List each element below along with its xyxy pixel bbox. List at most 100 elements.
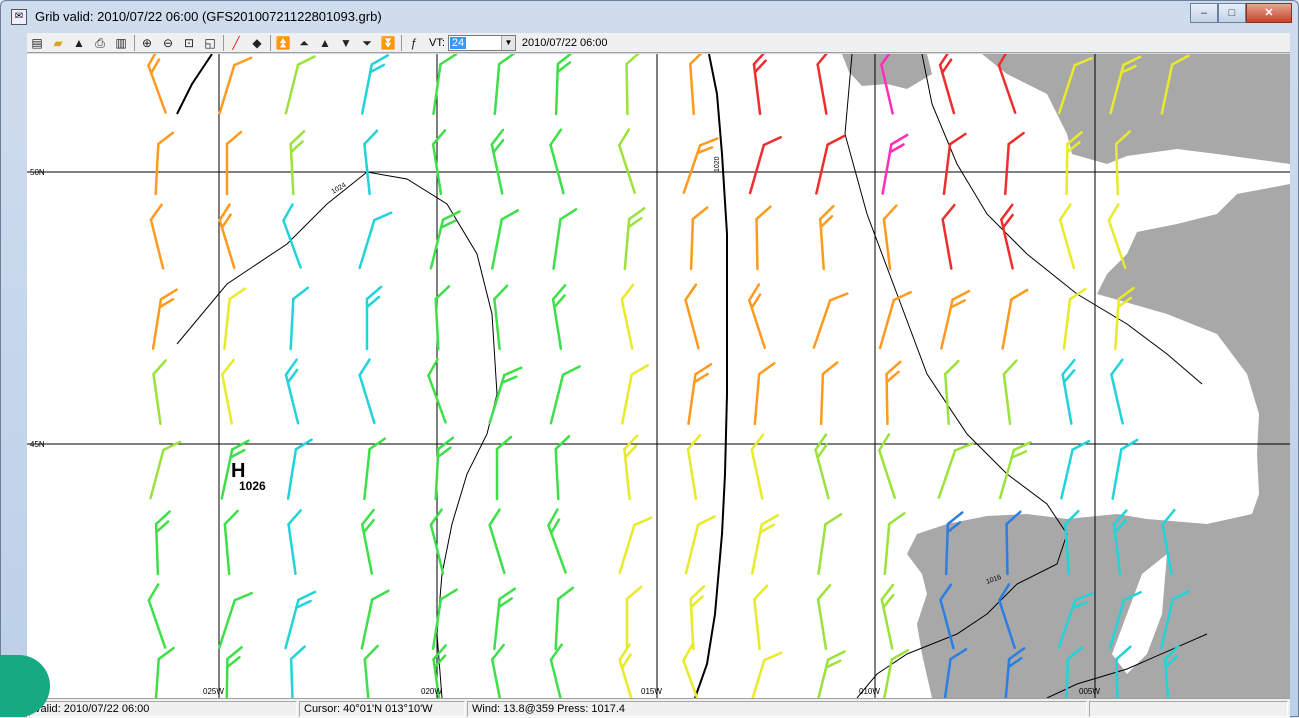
wind-barb-feather <box>816 54 831 66</box>
next-fast-icon[interactable]: ⏷ <box>362 35 372 50</box>
wind-barb <box>358 358 376 425</box>
open-folder-icon[interactable]: ▰ <box>53 35 63 50</box>
wind-barb <box>1062 287 1087 351</box>
wind-barb-feather <box>814 433 828 452</box>
wind-barb-shaft <box>549 373 565 425</box>
wind-barb-feather <box>365 295 381 309</box>
wind-barb-shaft <box>363 657 371 698</box>
wind-barb-shaft <box>812 299 832 349</box>
wind-barb-shaft <box>427 374 447 424</box>
next-icon[interactable]: ▼ <box>340 35 352 50</box>
wind-barb <box>689 206 709 271</box>
wind-barb <box>363 437 387 501</box>
prev-icon[interactable]: ▲ <box>319 35 331 50</box>
wind-barb <box>432 644 447 698</box>
wind-barb <box>490 209 520 270</box>
wind-barb-shaft <box>880 658 894 698</box>
wind-barb <box>880 54 894 115</box>
wind-barb-shaft <box>1115 657 1119 698</box>
wind-barb-shaft <box>684 523 700 575</box>
wind-barb-icon[interactable]: ƒ <box>410 35 418 50</box>
wind-barb <box>752 54 768 116</box>
print-icon[interactable]: ⎙ <box>95 35 105 50</box>
wind-barb-shaft <box>363 142 371 196</box>
lon-label: 020W <box>421 687 442 696</box>
wind-barb-shaft <box>152 372 162 426</box>
export-icon[interactable]: ▲ <box>73 35 85 50</box>
wind-barb-shaft <box>816 598 828 650</box>
wind-barb <box>885 360 902 426</box>
wind-barb-shaft <box>223 522 231 576</box>
wind-barb-shaft <box>1160 63 1174 115</box>
wind-barb-feather <box>1066 130 1083 146</box>
close-button[interactable]: ✕ <box>1246 3 1292 23</box>
chevron-down-icon[interactable]: ▼ <box>500 35 515 50</box>
wind-barb-shaft <box>147 599 167 649</box>
wind-barb-shaft <box>1062 297 1072 351</box>
wind-barb-feather <box>821 361 839 376</box>
wind-barb-shaft <box>819 372 825 426</box>
delete-icon[interactable]: ▥ <box>115 35 127 50</box>
wind-barb <box>147 583 167 649</box>
wind-barb <box>495 435 513 501</box>
wind-barb-feather <box>363 129 379 146</box>
wind-barb <box>1002 359 1018 426</box>
wind-barb-feather <box>686 434 702 451</box>
wind-barb <box>431 129 447 195</box>
minimize-button[interactable]: – <box>1190 3 1218 23</box>
wind-barb-feather <box>1164 644 1180 661</box>
wind-barb <box>149 203 165 270</box>
wind-barb-feather <box>360 508 375 526</box>
wind-barb-feather <box>1112 509 1128 526</box>
map-canvas[interactable]: 50N 45N 025W 020W 015W 010W 005W H 1026 1024 1020 1… <box>27 54 1290 698</box>
wind-barb-feather <box>358 358 371 377</box>
wind-barb-feather <box>439 54 458 66</box>
wind-barb-shaft <box>1060 448 1074 500</box>
wind-barb-shaft <box>289 297 295 351</box>
wind-barb <box>490 643 505 698</box>
last-icon[interactable]: ⏬ <box>380 35 396 50</box>
prev-fast-icon[interactable]: ⏶ <box>299 35 309 50</box>
wind-barb-feather <box>554 435 571 451</box>
wind-barb-feather <box>1002 359 1018 376</box>
wind-barb-feather <box>892 291 912 302</box>
wind-barbs <box>147 54 1191 698</box>
wind-barb-feather <box>887 512 906 526</box>
wind-barb-feather <box>1062 369 1076 384</box>
wind-barb-feather <box>1116 296 1133 309</box>
zoom-out-icon[interactable]: ⊖ <box>162 35 174 50</box>
wind-barb-shaft <box>358 218 376 270</box>
wind-barb-shaft <box>1004 142 1010 196</box>
wind-barb-feather <box>696 146 714 155</box>
first-icon[interactable]: ⏫ <box>275 35 291 50</box>
wind-barb-shaft <box>488 523 506 575</box>
title-bar[interactable]: ✉ Grib valid: 2010/07/22 06:00 (GFS20100… <box>1 1 1298 33</box>
toolbar: ▤ ▰ ▲ ⎙ ▥ ⊕ ⊖ ⊡ ◱ ╱ ◆ ⏫ ⏶ ▲ ▼ ⏷ ⏬ ƒ VT: … <box>27 33 1290 53</box>
zoom-window-icon[interactable]: ◱ <box>204 35 216 50</box>
wind-barb-shaft <box>815 143 829 195</box>
wind-barb-feather <box>441 210 461 221</box>
wind-barb-feather <box>620 653 632 669</box>
diamond-icon[interactable]: ◆ <box>252 35 262 50</box>
wind-barb <box>289 645 306 698</box>
properties-icon[interactable]: ▤ <box>31 35 43 50</box>
wind-barb-shaft <box>625 62 629 116</box>
overlay-badge <box>0 655 50 717</box>
pencil-icon[interactable]: ╱ <box>232 35 240 50</box>
wind-barb-feather <box>696 515 716 526</box>
wind-barb <box>429 508 445 575</box>
wind-barb-feather <box>890 649 910 661</box>
wind-barb-shaft <box>1058 218 1076 270</box>
zoom-extent-icon[interactable]: ⊡ <box>183 35 195 50</box>
wind-barb <box>547 508 567 574</box>
wind-barb <box>284 358 300 425</box>
wind-barb <box>1057 592 1094 649</box>
toolbar-separator <box>223 34 224 51</box>
maximize-button[interactable]: □ <box>1218 3 1246 23</box>
wind-barb <box>432 54 458 116</box>
wind-barb-feather <box>289 645 306 661</box>
zoom-in-icon[interactable]: ⊕ <box>141 35 153 50</box>
vt-select[interactable]: 24 ▼ <box>447 34 516 51</box>
wind-barb-feather <box>437 436 455 451</box>
